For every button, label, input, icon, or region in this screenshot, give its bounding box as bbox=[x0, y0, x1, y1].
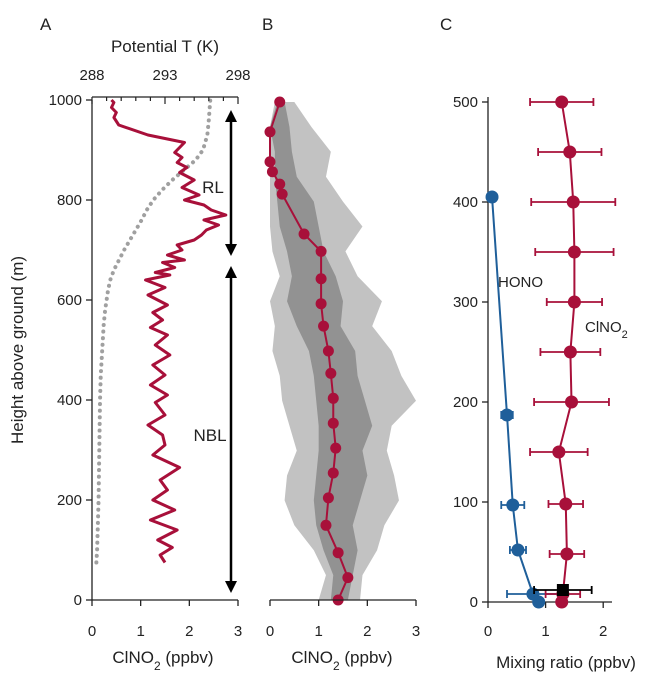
panel-c: C 0 100 200 300 400 500 0 1 2 HONO ClNO2 Mixing… bbox=[440, 15, 636, 672]
clno2-median-point bbox=[274, 96, 286, 108]
clno2-median-point bbox=[327, 392, 339, 404]
potential-temperature-profile bbox=[94, 98, 213, 565]
inner-range-band bbox=[270, 102, 373, 600]
panel-a-y-tick-label: 400 bbox=[57, 392, 82, 409]
clno2-median-point bbox=[276, 188, 288, 200]
clno2-median-point bbox=[264, 126, 276, 138]
hono-point bbox=[500, 408, 514, 422]
clno2-point bbox=[560, 547, 574, 561]
clno2-point bbox=[559, 497, 573, 511]
panel-b: B 0 1 2 3 ClNO2 (ppbv) bbox=[262, 15, 420, 673]
panel-a-top-tick-label: 293 bbox=[152, 67, 177, 84]
clno2-median-point bbox=[315, 273, 327, 285]
panel-c-x-axis-label: Mixing ratio (ppbv) bbox=[496, 653, 636, 672]
panel-b-x-tick-label: 2 bbox=[363, 623, 371, 640]
clno2-line bbox=[557, 101, 576, 603]
rl-arrow-head-top bbox=[225, 110, 237, 122]
clno2-median-point bbox=[325, 367, 337, 379]
clno2-profile-line bbox=[109, 98, 228, 564]
hono-point bbox=[485, 190, 499, 204]
clno2-point bbox=[566, 195, 580, 209]
hono-point bbox=[506, 498, 520, 512]
panel-c-y-tick-label: 400 bbox=[453, 194, 478, 211]
clno2-median-point bbox=[266, 166, 278, 178]
clno2-median-point bbox=[327, 417, 339, 429]
panel-a-top-tick-label: 298 bbox=[225, 67, 250, 84]
panel-a-y-tick-label: 800 bbox=[57, 192, 82, 209]
nbl-arrow-head-bottom bbox=[225, 581, 237, 593]
clno2-median-point bbox=[264, 156, 276, 168]
panel-b-letter: B bbox=[262, 15, 273, 34]
clno2-point bbox=[563, 345, 577, 359]
clno2-median-point bbox=[298, 228, 310, 240]
panel-c-x-tick-label: 0 bbox=[484, 623, 492, 640]
panel-a: A Potential T (K) 0 200 400 600 800 1000 0 1 2 3… bbox=[40, 15, 251, 673]
panel-c-x-tick-label: 2 bbox=[599, 623, 607, 640]
y-axis-label: Height above ground (m) bbox=[8, 256, 27, 444]
panel-c-y-tick-label: 0 bbox=[470, 594, 478, 611]
panel-c-y-tick-label: 100 bbox=[453, 494, 478, 511]
panel-c-y-tick-label: 200 bbox=[453, 394, 478, 411]
rl-arrow-head-bottom bbox=[225, 244, 237, 256]
clno2-median-point bbox=[274, 178, 286, 190]
panel-a-letter: A bbox=[40, 15, 52, 34]
panel-c-y-tick-label: 500 bbox=[453, 94, 478, 111]
panel-a-x-tick-label: 3 bbox=[234, 623, 242, 640]
nbl-arrow-head-top bbox=[225, 266, 237, 278]
panel-a-top-axis-label: Potential T (K) bbox=[111, 37, 219, 56]
nbl-label: NBL bbox=[193, 426, 226, 445]
hono-line bbox=[491, 196, 540, 603]
hono-series-label: HONO bbox=[498, 274, 543, 291]
panel-a-x-tick-label: 0 bbox=[88, 623, 96, 640]
clno2-point bbox=[565, 395, 579, 409]
panel-a-y-tick-label: 600 bbox=[57, 292, 82, 309]
rl-label: RL bbox=[202, 178, 224, 197]
clno2-point bbox=[567, 245, 581, 259]
clno2-median-point bbox=[320, 519, 332, 531]
clno2-point bbox=[555, 95, 569, 109]
clno2-median-point bbox=[330, 442, 342, 454]
clno2-median-point bbox=[342, 572, 354, 584]
panel-c-x-tick-label: 1 bbox=[541, 623, 549, 640]
panel-a-y-tick-label: 1000 bbox=[49, 92, 82, 109]
clno2-point bbox=[567, 295, 581, 309]
clno2-point bbox=[552, 445, 566, 459]
clno2-point bbox=[563, 145, 577, 159]
clno2-median-point bbox=[332, 547, 344, 559]
clno2-median-point bbox=[318, 320, 330, 332]
reference-point bbox=[556, 584, 569, 596]
panel-a-x-tick-label: 2 bbox=[185, 623, 193, 640]
panel-a-x-tick-label: 1 bbox=[136, 623, 144, 640]
clno2-median-line bbox=[269, 101, 349, 601]
clno2-median-point bbox=[322, 345, 334, 357]
panel-c-y-tick-label: 300 bbox=[453, 294, 478, 311]
clno2-series-label: ClNO2 bbox=[585, 319, 628, 341]
panel-b-x-tick-label: 0 bbox=[266, 623, 274, 640]
clno2-median-point bbox=[315, 245, 327, 257]
panel-a-y-tick-label: 200 bbox=[57, 492, 82, 509]
clno2-median-point bbox=[322, 492, 334, 504]
panel-a-x-axis-label: ClNO2 (ppbv) bbox=[112, 648, 213, 673]
panel-b-x-tick-label: 1 bbox=[314, 623, 322, 640]
panel-a-top-tick-label: 288 bbox=[79, 67, 104, 84]
panel-a-y-tick-label: 0 bbox=[74, 592, 82, 609]
clno2-median-point bbox=[315, 298, 327, 310]
panel-b-x-axis-label: ClNO2 (ppbv) bbox=[291, 648, 392, 673]
panel-b-x-tick-label: 3 bbox=[412, 623, 420, 640]
clno2-median-point bbox=[327, 467, 339, 479]
hono-point bbox=[511, 543, 525, 557]
panel-c-letter: C bbox=[440, 15, 452, 34]
